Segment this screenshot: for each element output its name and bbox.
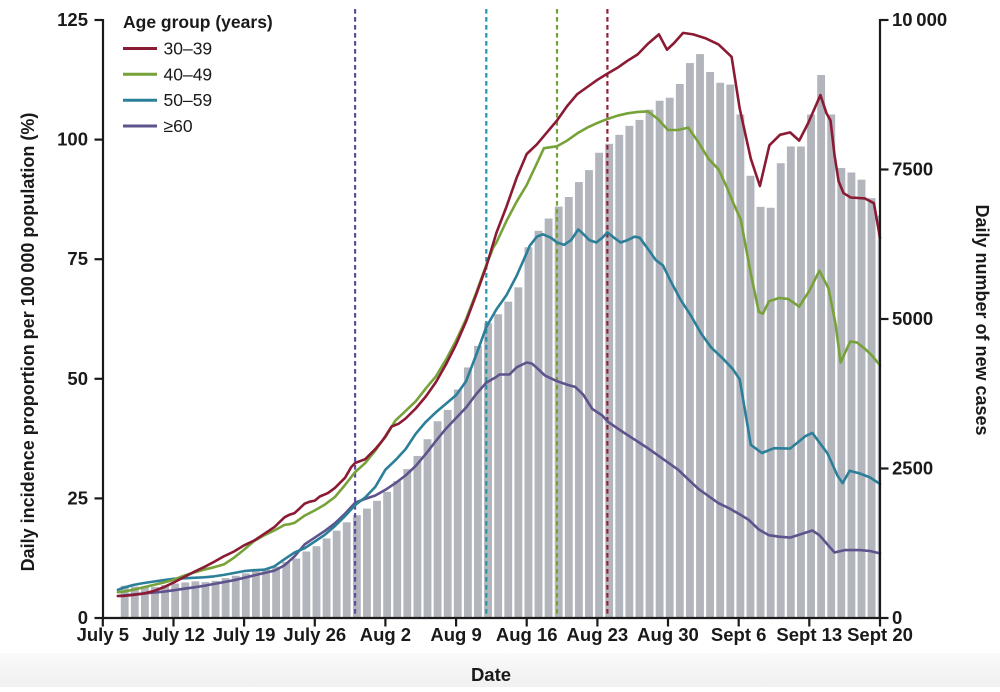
svg-text:Age group (years): Age group (years): [123, 12, 273, 32]
svg-text:75: 75: [67, 248, 88, 269]
svg-text:Sept 13: Sept 13: [776, 624, 842, 645]
svg-text:30–39: 30–39: [164, 39, 213, 59]
svg-text:Daily incidence proportion per: Daily incidence proportion per 100 000 p…: [18, 113, 38, 572]
svg-text:Daily number of new cases: Daily number of new cases: [972, 204, 992, 435]
svg-text:25: 25: [67, 487, 88, 508]
svg-text:July 12: July 12: [142, 624, 205, 645]
svg-text:Sept 6: Sept 6: [711, 624, 767, 645]
svg-text:July 19: July 19: [213, 624, 276, 645]
svg-text:Aug 30: Aug 30: [637, 624, 699, 645]
svg-text:July 5: July 5: [77, 624, 129, 645]
svg-text:0: 0: [892, 607, 902, 628]
svg-text:50: 50: [67, 368, 88, 389]
svg-text:July 26: July 26: [283, 624, 346, 645]
svg-text:Aug 16: Aug 16: [496, 624, 558, 645]
svg-text:Aug 2: Aug 2: [360, 624, 411, 645]
svg-text:40–49: 40–49: [164, 64, 213, 84]
svg-text:Sept 20: Sept 20: [847, 624, 913, 645]
svg-text:Date: Date: [471, 664, 511, 685]
svg-text:Aug 9: Aug 9: [430, 624, 481, 645]
svg-text:0: 0: [78, 607, 88, 628]
svg-text:50–59: 50–59: [164, 90, 213, 110]
svg-text:125: 125: [57, 9, 88, 30]
svg-text:100: 100: [57, 129, 88, 150]
svg-text:≥60: ≥60: [164, 116, 193, 136]
svg-text:5000: 5000: [892, 308, 933, 329]
svg-text:10 000: 10 000: [892, 9, 947, 30]
svg-text:2500: 2500: [892, 458, 933, 479]
svg-text:Aug 23: Aug 23: [567, 624, 629, 645]
svg-text:7500: 7500: [892, 159, 933, 180]
